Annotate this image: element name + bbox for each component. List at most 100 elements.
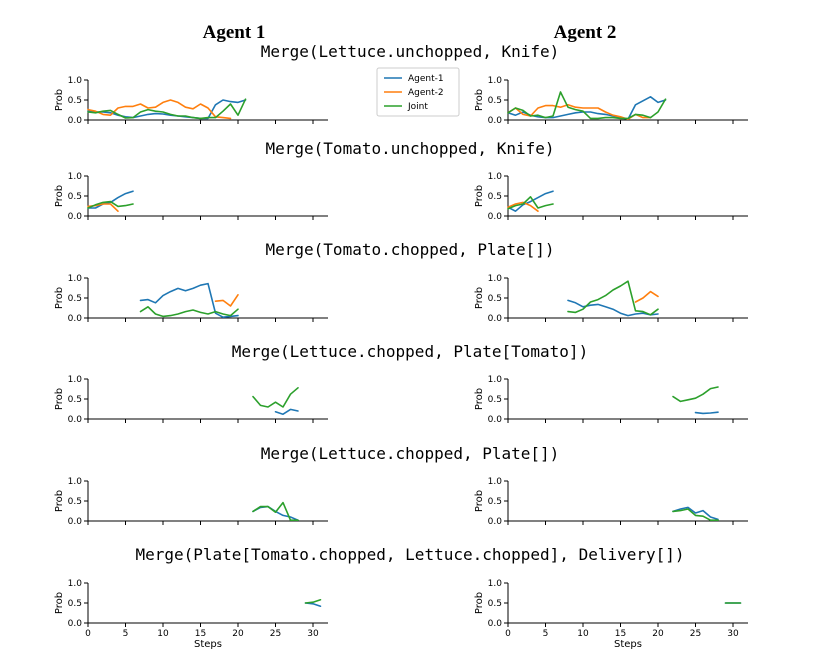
row-4: Merge(Lettuce.chopped, Plate[Tomato]) 0.0… — [54, 342, 748, 425]
y-axis-label: Prob — [474, 388, 485, 410]
y-tick-label: 0.0 — [488, 619, 503, 629]
legend: Agent-1 Agent-2 Joint — [376, 67, 460, 117]
series-line-agent-1 — [274, 408, 299, 416]
x-tick-label: 0 — [85, 629, 91, 639]
series-line-joint — [567, 280, 659, 316]
row-title: Merge(Lettuce.chopped, Plate[]) — [261, 444, 560, 463]
y-tick-label: 0.0 — [488, 517, 503, 527]
row-5: Merge(Lettuce.chopped, Plate[]) 0.0 0.5 1.0… — [54, 444, 748, 527]
series-line-agent-2 — [87, 99, 232, 120]
series-line-agent-2 — [634, 290, 659, 303]
series-line-agent-1 — [567, 299, 659, 317]
x-tick-label: 5 — [543, 629, 549, 639]
series-line-joint — [672, 508, 719, 522]
y-tick-label: 1.0 — [68, 274, 83, 284]
y-tick-label: 1.0 — [68, 76, 83, 86]
y-tick-label: 1.0 — [488, 375, 503, 385]
y-tick-label: 0.0 — [68, 116, 83, 126]
y-tick-label: 0.0 — [68, 314, 83, 324]
y-tick-label: 0.5 — [68, 192, 82, 202]
series-line-agent-1 — [252, 505, 299, 522]
legend-label-agent-1: Agent-1 — [408, 74, 444, 84]
row-6: Merge(Plate[Tomato.chopped, Lettuce.chop… — [54, 545, 748, 650]
y-tick-label: 0.0 — [68, 619, 83, 629]
y-tick-label: 0.0 — [488, 415, 503, 425]
y-tick-label: 1.0 — [488, 579, 503, 589]
series-line-joint — [304, 598, 322, 604]
y-axis-label: Prob — [54, 388, 65, 410]
y-tick-label: 0.0 — [488, 116, 503, 126]
row-title: Merge(Lettuce.chopped, Plate[Tomato]) — [232, 342, 588, 361]
y-axis-label: Prob — [54, 490, 65, 512]
y-tick-label: 0.5 — [488, 96, 502, 106]
x-axis-label: Steps — [194, 639, 222, 650]
y-tick-label: 0.5 — [488, 599, 502, 609]
x-tick-label: 25 — [690, 629, 701, 639]
y-tick-label: 0.5 — [488, 294, 502, 304]
series-line-joint — [252, 386, 299, 408]
x-tick-label: 25 — [270, 629, 281, 639]
y-axis-label: Prob — [54, 185, 65, 207]
y-axis-label: Prob — [474, 490, 485, 512]
series-line-joint — [507, 196, 554, 210]
y-tick-label: 0.5 — [68, 497, 82, 507]
x-tick-label: 30 — [727, 629, 739, 639]
y-axis-label: Prob — [474, 287, 485, 309]
y-tick-label: 0.5 — [68, 294, 82, 304]
x-tick-label: 5 — [123, 629, 129, 639]
series-line-agent-2 — [214, 293, 239, 307]
x-tick-label: 30 — [307, 629, 319, 639]
y-tick-label: 1.0 — [68, 477, 83, 487]
y-tick-label: 0.0 — [68, 517, 83, 527]
y-tick-label: 0.5 — [488, 192, 502, 202]
series-line-joint — [87, 200, 134, 209]
y-tick-label: 1.0 — [68, 579, 83, 589]
y-tick-label: 1.0 — [488, 274, 503, 284]
x-axis-label: Steps — [614, 639, 642, 650]
x-tick-label: 15 — [615, 629, 626, 639]
y-tick-label: 1.0 — [68, 172, 83, 182]
series-line-agent-1 — [87, 99, 247, 120]
y-tick-label: 1.0 — [488, 76, 503, 86]
y-tick-label: 0.0 — [68, 415, 83, 425]
y-axis-label: Prob — [474, 89, 485, 111]
x-tick-label: 10 — [157, 629, 169, 639]
row-title: Merge(Tomato.unchopped, Knife) — [266, 139, 555, 158]
y-tick-label: 0.0 — [488, 314, 503, 324]
row-2: Merge(Tomato.unchopped, Knife)0.00.51.0P… — [54, 139, 748, 222]
series-line-joint — [252, 501, 299, 522]
series-line-agent-1 — [139, 282, 239, 319]
series-line-agent-1 — [694, 411, 719, 415]
y-tick-label: 0.0 — [68, 212, 83, 222]
series-line-agent-1 — [507, 190, 554, 212]
row-title: Merge(Plate[Tomato.chopped, Lettuce.chop… — [135, 545, 684, 564]
series-line-joint — [87, 98, 247, 120]
series-line-joint — [507, 91, 667, 120]
series-line-agent-2 — [507, 201, 539, 212]
row-title: Merge(Tomato.chopped, Plate[]) — [266, 240, 555, 259]
column-title-agent-2: Agent 2 — [554, 22, 617, 43]
y-tick-label: 1.0 — [488, 477, 503, 487]
row-title: Merge(Lettuce.unchopped, Knife) — [261, 42, 560, 61]
y-tick-label: 1.0 — [488, 172, 503, 182]
y-tick-label: 0.5 — [488, 395, 502, 405]
legend-box — [376, 67, 460, 117]
row-1: Merge(Lettuce.unchopped, Knife) 0.0 0.5 1.0… — [54, 42, 748, 126]
series-line-agent-1 — [672, 506, 719, 521]
x-tick-label: 15 — [195, 629, 206, 639]
series-line-joint — [139, 305, 239, 318]
y-axis-label: Prob — [54, 592, 65, 614]
y-axis-label: Prob — [54, 89, 65, 111]
